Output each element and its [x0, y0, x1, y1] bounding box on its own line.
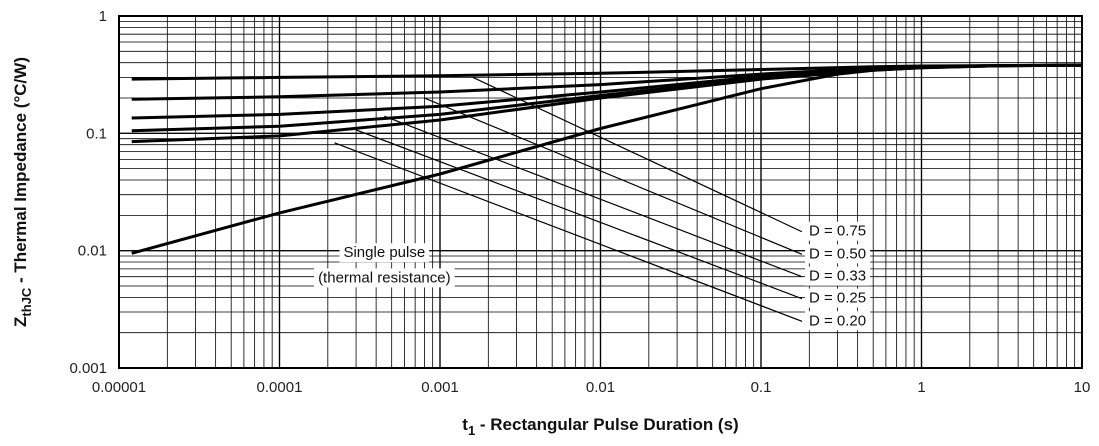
y-axis-title-sub: thJC	[19, 287, 34, 317]
annotation-background	[339, 243, 430, 263]
annotation-d-0-33: D = 0.33	[809, 268, 866, 285]
plot-frame	[118, 15, 1083, 369]
x-axis-ticks: 0.00001 0.0001 0.001 0.01 0.1 1 10	[92, 379, 1090, 396]
leader-line-1	[424, 97, 803, 255]
annotations: D = 0.75 D = 0.50 D = 0.33 D = 0.25 D = 0.20…	[314, 221, 871, 331]
annotation-background	[805, 244, 871, 264]
leader-line-2	[384, 115, 803, 278]
series-lines	[131, 63, 1083, 255]
annotation-d-0-75: D = 0.75	[809, 223, 866, 240]
x-axis-title-rest: - Rectangular Pulse Duration (s)	[475, 415, 739, 434]
y-tick-label: 0.1	[86, 125, 107, 142]
x-tick-label: 0.001	[421, 379, 459, 396]
leader-line-3	[355, 129, 803, 300]
annotation-background	[805, 221, 871, 241]
x-axis-title-sub: 1	[468, 423, 475, 438]
x-tick-label: 0.0001	[257, 379, 303, 396]
x-tick-label: 0.00001	[92, 379, 146, 396]
x-tick-label: 0.1	[751, 379, 772, 396]
y-axis-title-main: Z	[11, 317, 30, 327]
annotation-single-pulse: Single pulse	[343, 244, 425, 261]
y-axis-ticks: 0.001 0.01 0.1 1	[69, 8, 107, 377]
annotation-background	[805, 288, 871, 308]
leader-line-0	[472, 76, 803, 233]
x-tick-label: 10	[1074, 379, 1091, 396]
x-tick-label: 1	[917, 379, 925, 396]
x-axis-title: t1 - Rectangular Pulse Duration (s)	[462, 415, 738, 438]
annotation-thermal-resistance: (thermal resistance)	[318, 269, 451, 286]
y-axis-title: ZthJC - Thermal Impedance (°C/W)	[11, 57, 34, 327]
annotation-d-0-50: D = 0.50	[809, 245, 866, 262]
x-tick-label: 0.01	[586, 379, 615, 396]
x-axis-title-main: t	[462, 415, 468, 434]
annotation-leaders	[334, 76, 803, 322]
series-line-single-pulse-thermal-resistance	[131, 63, 1083, 255]
annotation-background	[805, 311, 871, 331]
annotation-d-0-20: D = 0.20	[809, 312, 866, 329]
leader-line-4	[334, 142, 803, 322]
annotation-background	[314, 268, 455, 288]
annotation-background	[805, 266, 871, 286]
y-tick-label: 0.01	[78, 243, 107, 260]
y-tick-label: 0.001	[69, 360, 107, 377]
annotation-d-0-25: D = 0.25	[809, 290, 866, 307]
y-tick-label: 1	[99, 8, 107, 25]
y-axis-title-rest: - Thermal Impedance (°C/W)	[11, 57, 30, 288]
